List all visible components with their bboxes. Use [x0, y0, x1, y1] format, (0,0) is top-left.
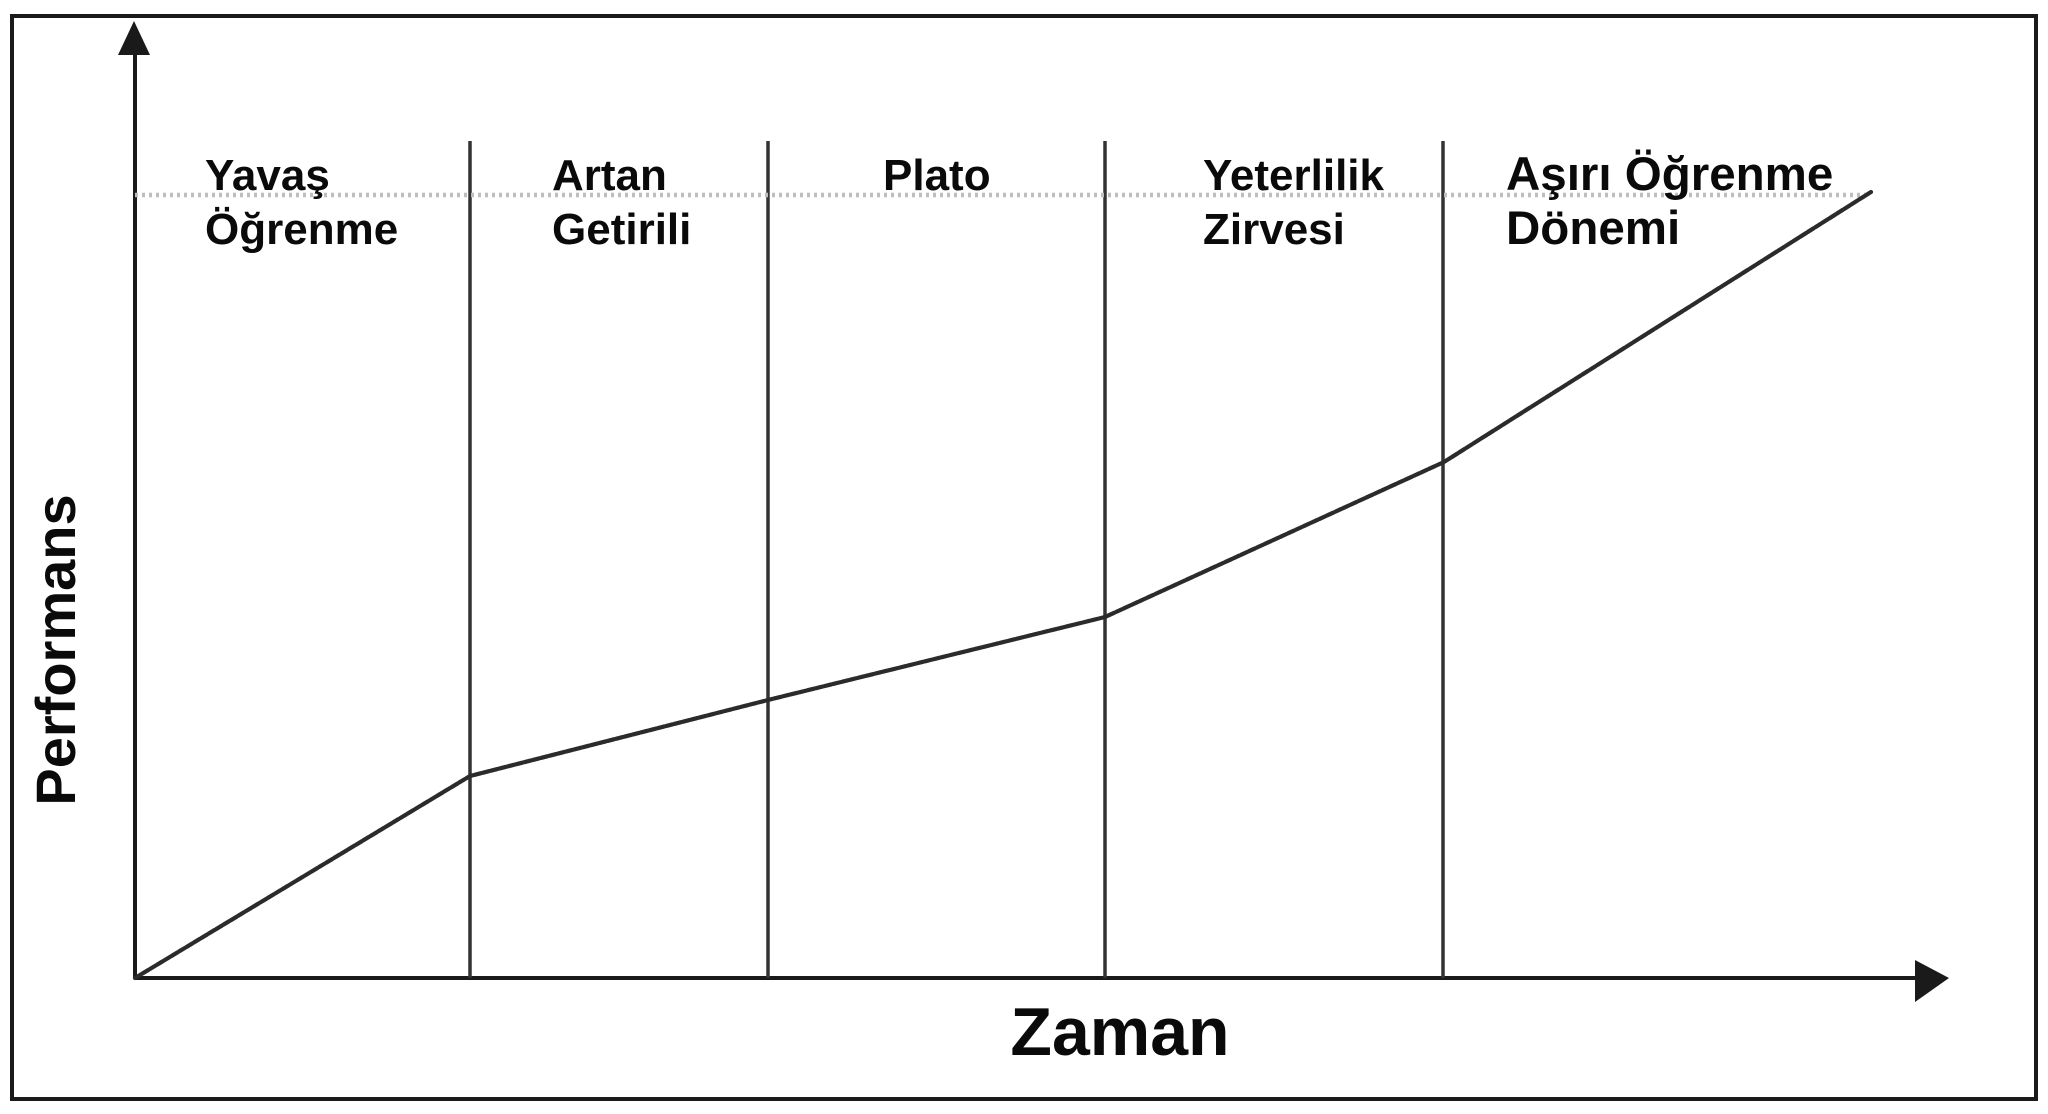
svg-text:Yavaş: Yavaş	[205, 151, 330, 200]
svg-text:Plato: Plato	[883, 151, 991, 200]
svg-text:Artan: Artan	[552, 151, 667, 200]
svg-text:Zaman: Zaman	[1010, 994, 1229, 1070]
svg-text:Öğrenme: Öğrenme	[205, 205, 398, 254]
svg-text:Dönemi: Dönemi	[1506, 202, 1680, 255]
svg-text:Zirvesi: Zirvesi	[1203, 205, 1345, 254]
svg-text:Getirili: Getirili	[552, 205, 691, 254]
svg-text:Performans: Performans	[24, 494, 87, 805]
svg-text:Aşırı Öğrenme: Aşırı Öğrenme	[1506, 148, 1833, 201]
svg-text:Yeterlilik: Yeterlilik	[1203, 151, 1385, 200]
